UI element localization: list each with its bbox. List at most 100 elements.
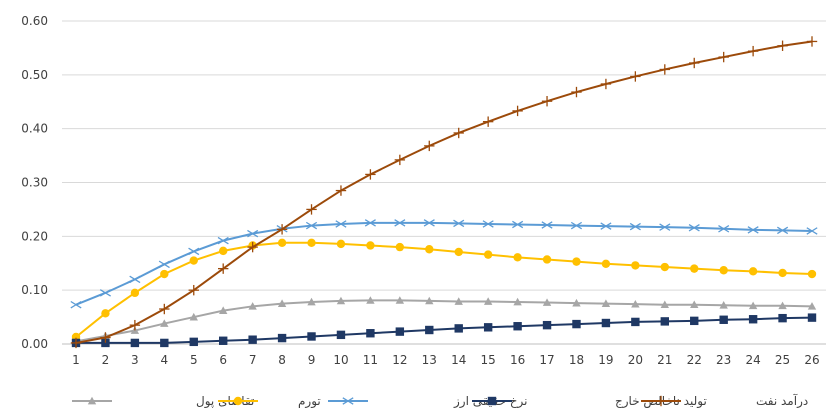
data-point-marker [189, 337, 198, 347]
data-point-marker [689, 57, 700, 69]
data-point-marker [748, 267, 758, 276]
data-point-marker [336, 330, 346, 340]
data-point-marker [277, 299, 287, 307]
y-tick-label: 0.40 [21, 122, 48, 136]
data-point-marker [631, 317, 640, 327]
series-line [75, 299, 813, 343]
data-point-marker [690, 316, 699, 326]
data-point-marker [395, 296, 405, 304]
data-point-marker [335, 220, 347, 228]
x-tick-label: 24 [745, 353, 760, 367]
data-point-marker [572, 319, 581, 329]
x-tick-label: 9 [308, 353, 316, 367]
data-point-marker [233, 396, 243, 406]
marker-stroke [570, 221, 583, 230]
data-point-marker [806, 36, 818, 47]
data-point-marker [87, 396, 97, 405]
data-point-marker [342, 397, 354, 405]
data-point-marker [101, 338, 110, 348]
data-point-marker [306, 204, 317, 215]
data-point-marker [424, 140, 435, 152]
data-point-marker [541, 221, 553, 229]
data-point-marker [719, 266, 728, 275]
y-tick-label: 0.60 [21, 14, 48, 28]
data-point-marker [99, 289, 111, 297]
marker-stroke [129, 275, 141, 284]
data-point-marker [660, 300, 669, 309]
x-tick-label: 17 [539, 353, 554, 367]
marker-stroke [806, 227, 818, 235]
legend-item: تورم [218, 394, 321, 409]
data-point-marker [660, 317, 669, 326]
data-point-marker [542, 298, 552, 306]
series-lines [70, 36, 818, 349]
x-tick-label: 23 [716, 353, 731, 367]
data-point-marker [659, 223, 671, 231]
data-point-marker [189, 256, 198, 265]
x-tick-label: 26 [804, 353, 819, 367]
data-point-marker [690, 264, 699, 273]
legend-label: تورم [298, 394, 321, 409]
data-point-marker [129, 319, 141, 331]
data-point-marker [631, 261, 640, 270]
data-point-marker [513, 322, 522, 331]
data-point-marker [487, 396, 497, 406]
x-tick-label: 22 [687, 353, 702, 367]
series-line [75, 40, 813, 344]
series-1 [71, 238, 817, 342]
data-point-marker [129, 275, 141, 284]
data-point-marker [512, 105, 523, 117]
data-point-marker [395, 242, 405, 252]
data-point-marker [219, 336, 228, 345]
data-point-marker [366, 296, 375, 304]
x-tick-label: 11 [363, 353, 378, 367]
data-point-marker [512, 220, 524, 229]
data-point-marker [366, 241, 375, 250]
data-point-marker [748, 301, 758, 310]
data-point-marker [778, 313, 787, 323]
data-point-marker [100, 332, 111, 343]
data-point-marker [483, 250, 493, 259]
data-point-marker [601, 299, 611, 307]
data-point-marker [718, 51, 729, 63]
marker-stroke [394, 219, 406, 227]
y-tick-label: 0.30 [21, 176, 48, 190]
x-tick-label: 25 [775, 353, 790, 367]
y-tick-label: 0.10 [21, 283, 48, 297]
series-line [75, 241, 813, 338]
data-point-marker [158, 260, 170, 269]
data-point-marker [572, 298, 581, 307]
data-point-marker [482, 220, 494, 228]
data-point-marker [719, 301, 728, 309]
data-point-marker [807, 313, 817, 322]
data-point-marker [778, 301, 787, 310]
data-point-marker [688, 223, 700, 232]
marker-stroke [453, 219, 465, 228]
series-0 [71, 296, 817, 345]
data-point-marker [276, 224, 288, 235]
x-tick-label: 21 [657, 353, 672, 367]
data-point-marker [307, 332, 316, 341]
data-point-marker [366, 329, 375, 338]
data-point-marker [748, 315, 758, 324]
x-tick-label: 15 [481, 353, 496, 367]
legend-label: درآمد نفت [756, 393, 808, 409]
data-point-marker [305, 221, 318, 230]
data-point-marker [483, 297, 493, 305]
data-point-marker [189, 312, 198, 321]
data-point-marker [395, 327, 405, 336]
data-point-marker [601, 318, 611, 328]
x-tick-label: 18 [569, 353, 584, 367]
y-tick-label: 0.20 [21, 229, 48, 243]
data-point-marker [777, 40, 788, 51]
marker-stroke [659, 223, 671, 231]
legend-item: درآمد نفت [641, 393, 808, 409]
data-point-marker [572, 257, 581, 266]
data-point-marker [454, 324, 463, 333]
data-point-marker [453, 219, 465, 228]
data-point-marker [425, 296, 434, 305]
x-tick-label: 2 [102, 353, 110, 367]
marker-stroke [158, 260, 170, 269]
